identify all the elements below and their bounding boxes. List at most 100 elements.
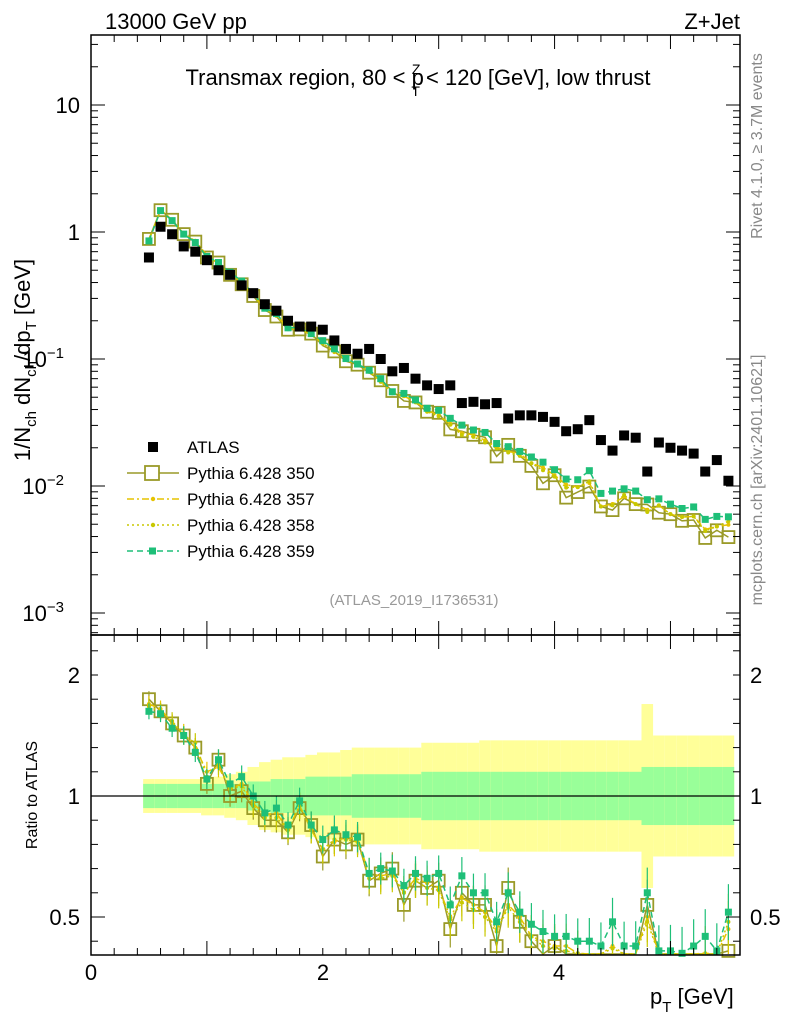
mc-marker-359 [214,259,222,267]
atlas-data-point [595,435,606,446]
mc-marker-359 [400,882,408,890]
mc-marker-350 [142,232,156,246]
mc-marker-359 [191,748,199,756]
legend-label: ATLAS [187,438,240,457]
mc-marker-359 [145,237,153,245]
mc-marker-350 [536,476,550,491]
mc-marker-359 [678,949,686,957]
mc-marker-359 [481,889,489,897]
y-tick-label-1: 1 [68,220,80,245]
mc-marker-dot [575,485,580,490]
ratio-axis-label: Ratio to ATLAS [24,741,41,849]
legend-marker-atlas [148,442,158,452]
mc-marker-350 [489,449,504,464]
legend-label: Pythia 6.428 359 [187,542,315,561]
mc-line-ratio-3 [148,710,730,955]
mc-marker-359 [377,865,385,873]
atlas-data-point [213,265,224,276]
mc-marker-359 [342,831,350,839]
mc-marker-359 [469,889,477,897]
x-tick-label-4: 4 [553,960,565,985]
atlas-data-point [167,229,178,240]
legend: ATLAS Pythia 6.428 350 Pythia 6.428 357 Pyt… [127,438,315,561]
atlas-data-point [340,343,351,354]
mc-marker-359 [180,732,188,739]
mc-marker-359 [446,901,454,909]
mc-marker-359 [643,496,651,504]
atlas-data-point [514,410,525,421]
mc-marker-dot [622,492,627,497]
atlas-data-point [433,384,444,395]
atlas-data-point [561,426,572,437]
mc-marker-359 [585,467,593,475]
atlas-data-point [503,413,514,424]
atlas-data-point [352,348,363,359]
mc-series-layer [142,203,736,958]
mc-marker-359 [713,512,721,520]
mc-marker-dot [459,433,464,438]
mc-marker-359 [469,426,477,434]
atlas-data-point [665,442,676,453]
mc-marker-359 [574,937,582,945]
atlas-data-point [688,448,699,459]
mc-marker-359 [145,707,153,715]
mc-marker-359 [655,947,663,955]
mc-marker-359 [412,396,419,404]
mc-marker-359 [655,495,663,503]
atlas-data-point [456,398,467,409]
rivet-version-label: Rivet 4.1.0, ≥ 3.7M events [749,53,766,239]
mc-marker-359 [191,239,199,247]
mc-marker-350 [385,384,400,398]
atlas-data-point [619,430,630,441]
mc-marker-359 [365,366,373,374]
atlas-data-point [329,335,340,346]
mc-marker-359 [319,337,327,345]
mc-marker-359 [365,869,373,877]
mc-marker-350 [153,203,168,218]
mc-marker-359 [458,872,466,880]
mc-marker-359 [666,500,674,508]
mc-marker-dot [471,434,476,439]
atlas-data-point [584,415,595,426]
atlas-data-point [271,305,282,316]
mc-marker-dot [610,503,615,508]
atlas-data-point [294,321,305,332]
mc-marker-dot [529,461,534,466]
mc-marker-359 [284,821,292,829]
mc-marker-359 [238,773,246,781]
ratio-tick-label-1-right: 1 [750,784,762,809]
mc-marker-359 [446,414,454,422]
atlas-data-point [190,246,201,257]
mc-marker-359 [400,389,408,397]
atlas-data-point [178,241,189,252]
atlas-data-point [317,324,328,335]
mc-marker-dot [645,919,650,924]
legend-label: Pythia 6.428 357 [187,490,315,509]
mc-marker-359 [678,505,686,513]
atlas-data-point [607,445,618,456]
mc-marker-359 [423,404,431,412]
mc-marker-359 [435,406,443,414]
mc-marker-359 [609,487,617,495]
ratio-tick-label-1-left: 1 [68,784,80,809]
atlas-data-point [398,362,409,373]
atlas-data-point [677,445,688,456]
atlas-data-point [248,288,259,299]
mc-marker-359 [493,440,501,448]
mc-marker-dot [448,422,453,427]
mc-marker-359 [620,942,628,950]
atlas-data-point [143,252,154,263]
mc-marker-359 [354,360,362,368]
mc-marker-359 [539,458,547,466]
mc-marker-359 [527,920,535,928]
mc-marker-359 [527,453,535,461]
mc-marker-359 [307,330,315,338]
mc-marker-359 [574,476,582,484]
header-process: Z+Jet [684,9,740,34]
mc-marker-359 [504,889,512,897]
mc-marker-359 [690,942,698,950]
mc-marker-359 [597,489,605,497]
mc-marker-359 [516,908,524,916]
mc-marker-dot [540,465,545,470]
atlas-data-point [445,380,456,391]
